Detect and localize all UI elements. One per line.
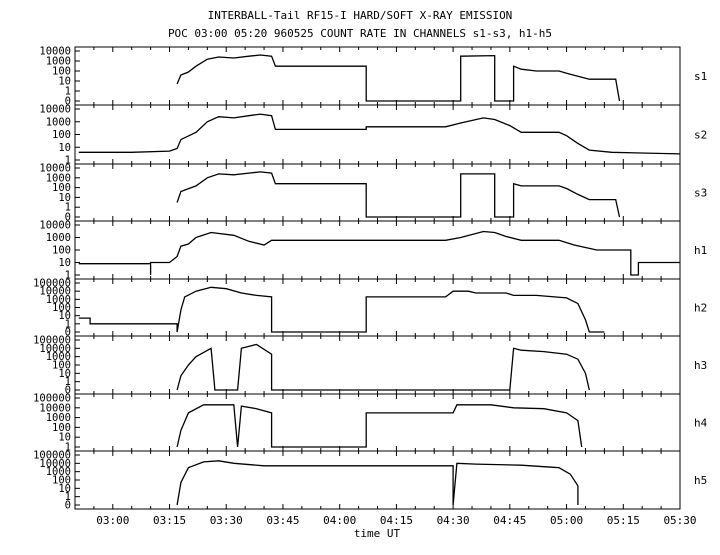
channel-label-h4: h4 bbox=[694, 417, 708, 430]
x-tick-label: 04:45 bbox=[493, 514, 526, 527]
x-tick-label: 03:15 bbox=[153, 514, 186, 527]
chart-title: INTERBALL-Tail RF15-I HARD/SOFT X-RAY EM… bbox=[208, 9, 513, 22]
y-tick-label-s3: 1000 bbox=[46, 172, 71, 184]
series-line-h1 bbox=[78, 230, 680, 276]
series-line-s2 bbox=[78, 113, 681, 155]
y-tick-label-h2: 1 bbox=[65, 318, 71, 330]
y-tick-label-h5: 1000 bbox=[46, 466, 71, 478]
y-tick-label-s2: 1000 bbox=[46, 116, 71, 128]
y-tick-label-s2: 10 bbox=[58, 142, 71, 154]
y-tick-label-s1: 100 bbox=[52, 66, 71, 78]
y-tick-label-h5: 10 bbox=[58, 483, 71, 495]
panel-frame bbox=[74, 104, 681, 165]
series-line-s1 bbox=[176, 54, 621, 102]
x-tick-label: 05:00 bbox=[550, 514, 583, 527]
channel-label-s2: s2 bbox=[694, 129, 707, 142]
y-tick-label-h3: 10 bbox=[58, 368, 71, 380]
y-tick-label-s1: 10000 bbox=[39, 46, 71, 58]
y-tick-label-s3: 100 bbox=[52, 182, 71, 194]
panel-frame bbox=[74, 393, 681, 452]
y-tick-label-h2: 0 bbox=[65, 327, 71, 339]
series-line-h3 bbox=[176, 343, 590, 391]
panel-frame bbox=[74, 163, 681, 222]
y-tick-label-h3: 100000 bbox=[33, 335, 71, 347]
y-tick-label-s3: 1 bbox=[65, 202, 71, 214]
y-tick-label-h1: 100 bbox=[52, 245, 71, 257]
channel-label-s1: s1 bbox=[694, 70, 707, 83]
y-tick-label-h3: 10000 bbox=[39, 343, 71, 355]
channel-label-h1: h1 bbox=[694, 244, 707, 257]
channel-label-h5: h5 bbox=[694, 474, 707, 487]
x-tick-label: 04:30 bbox=[437, 514, 470, 527]
y-tick-label-s3: 10 bbox=[58, 192, 71, 204]
channel-label-s3: s3 bbox=[694, 187, 707, 200]
series-line-h4 bbox=[176, 404, 583, 448]
y-tick-label-h4: 1 bbox=[65, 442, 71, 454]
y-tick-label-h5: 0 bbox=[65, 500, 71, 512]
y-tick-label-h2: 100000 bbox=[33, 278, 71, 290]
y-tick-label-h1: 10000 bbox=[39, 220, 71, 232]
y-tick-label-s1: 0 bbox=[65, 96, 71, 108]
y-tick-label-s1: 1 bbox=[65, 86, 71, 98]
channel-label-h3: h3 bbox=[694, 359, 707, 372]
y-tick-label-h3: 1 bbox=[65, 376, 71, 388]
y-tick-label-h1: 10 bbox=[58, 257, 71, 269]
y-tick-label-s1: 10 bbox=[58, 76, 71, 88]
channel-label-h2: h2 bbox=[694, 302, 707, 315]
y-tick-label-h5: 10000 bbox=[39, 458, 71, 470]
x-tick-label: 03:30 bbox=[210, 514, 243, 527]
x-tick-label: 03:00 bbox=[96, 514, 129, 527]
series-line-s3 bbox=[176, 171, 621, 218]
panels: 1000010001001010s1100001000100101s210000… bbox=[33, 46, 708, 512]
series-line-h5 bbox=[176, 460, 579, 506]
y-tick-label-s1: 1000 bbox=[46, 56, 71, 68]
y-tick-label-h2: 10 bbox=[58, 310, 71, 322]
panel-frame bbox=[74, 278, 681, 337]
panel-frame bbox=[74, 46, 681, 106]
y-tick-label-h2: 1000 bbox=[46, 294, 71, 306]
panel-frame bbox=[74, 220, 681, 280]
y-tick-label-h3: 100 bbox=[52, 360, 71, 372]
x-tick-label: 05:30 bbox=[663, 514, 696, 527]
y-tick-label-h4: 1000 bbox=[46, 412, 71, 424]
y-tick-label-h5: 100 bbox=[52, 475, 71, 487]
y-tick-label-h4: 100 bbox=[52, 422, 71, 434]
y-tick-label-h4: 10000 bbox=[39, 402, 71, 414]
x-tick-label: 04:15 bbox=[380, 514, 413, 527]
x-axis-label: time UT bbox=[354, 527, 401, 540]
y-tick-label-s2: 10000 bbox=[39, 104, 71, 116]
series-line-h2 bbox=[78, 286, 605, 333]
x-tick-label: 04:00 bbox=[323, 514, 356, 527]
y-tick-label-h1: 1 bbox=[65, 270, 71, 282]
panel-frame bbox=[74, 450, 681, 510]
y-tick-label-s3: 0 bbox=[65, 212, 71, 224]
y-tick-label-s3: 10000 bbox=[39, 163, 71, 175]
y-tick-label-h1: 1000 bbox=[46, 232, 71, 244]
x-tick-label: 03:45 bbox=[266, 514, 299, 527]
y-tick-label-h4: 10 bbox=[58, 432, 71, 444]
y-tick-label-h2: 100 bbox=[52, 302, 71, 314]
y-tick-label-h3: 0 bbox=[65, 385, 71, 397]
x-axis: 03:00 03:15 03:30 03:45 04:00 04:15 04:30 04:45… bbox=[96, 514, 696, 527]
y-tick-label-s2: 100 bbox=[52, 129, 71, 141]
y-tick-label-h4: 100000 bbox=[33, 393, 71, 405]
y-tick-label-h5: 1 bbox=[65, 491, 71, 503]
panel-frame bbox=[74, 335, 681, 395]
y-tick-label-h3: 1000 bbox=[46, 351, 71, 363]
y-tick-label-h5: 100000 bbox=[33, 450, 71, 462]
chart-subtitle: POC 03:00 05:20 960525 COUNT RATE IN CHA… bbox=[168, 27, 552, 40]
y-tick-label-s2: 1 bbox=[65, 155, 71, 167]
y-tick-label-h2: 10000 bbox=[39, 286, 71, 298]
x-tick-label: 05:15 bbox=[607, 514, 640, 527]
